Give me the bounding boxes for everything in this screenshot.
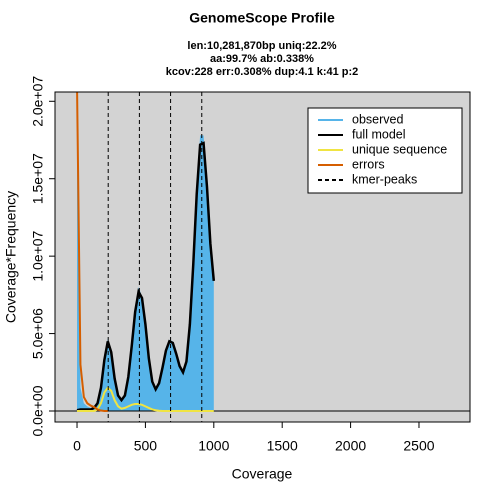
y-tick-label: 1.0e+07 [30, 230, 46, 281]
y-axis-title: Coverage*Frequency [3, 191, 19, 323]
series-line [76, 92, 108, 413]
subtitle: aa:99.7% ab:0.338% [210, 53, 314, 65]
legend-label: errors [352, 157, 385, 171]
series-line [77, 386, 214, 413]
plot-area [55, 92, 470, 422]
subtitle: kcov:228 err:0.308% dup:4.1 k:41 p:2 [166, 66, 359, 78]
x-tick-label: 1500 [267, 438, 298, 454]
x-tick-label: 2500 [403, 438, 434, 454]
subtitle: len:10,281,870bp uniq:22.2% [187, 40, 336, 52]
legend-label: full model [352, 127, 406, 141]
y-tick-label: 0.0e+00 [30, 385, 46, 436]
legend-label: unique sequence [352, 142, 447, 156]
x-axis-title: Coverage [232, 466, 293, 482]
y-tick-label: 2.0e+07 [30, 76, 46, 127]
legend-label: kmer-peaks [352, 172, 417, 186]
chart-title: GenomeScope Profile [189, 10, 335, 26]
legend-label: observed [352, 112, 403, 126]
observed-area [77, 92, 214, 412]
x-tick-label: 1000 [198, 438, 229, 454]
x-tick-label: 2000 [335, 438, 366, 454]
y-tick-label: 1.5e+07 [30, 153, 46, 204]
x-tick-label: 0 [73, 438, 81, 454]
x-tick-label: 500 [134, 438, 158, 454]
y-tick-label: 5.0e+06 [30, 308, 46, 359]
series-line [76, 141, 216, 412]
